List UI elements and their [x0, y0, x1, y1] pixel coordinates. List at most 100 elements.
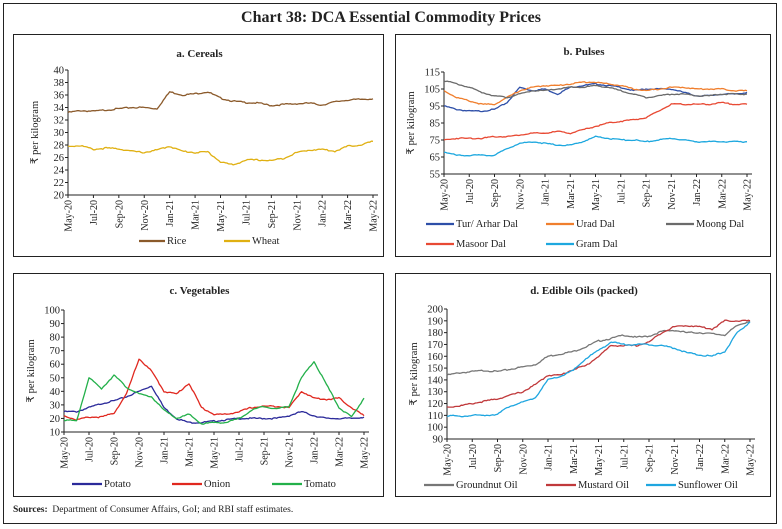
- data-point: [494, 136, 495, 137]
- y-tick-label: 70: [50, 346, 61, 357]
- data-point: [595, 82, 596, 83]
- data-point: [313, 361, 314, 362]
- y-tick-label: 38: [54, 78, 65, 89]
- data-point: [67, 112, 68, 113]
- y-tick-label: 24: [54, 166, 65, 177]
- data-point: [220, 161, 221, 162]
- x-tick-label: Jul-21: [241, 200, 252, 225]
- data-point: [724, 320, 725, 321]
- x-tick-label: Jul-20: [468, 444, 479, 469]
- data-point: [288, 415, 289, 416]
- data-point: [582, 141, 583, 142]
- data-point: [595, 126, 596, 127]
- data-point: [582, 87, 583, 88]
- data-point: [443, 139, 444, 140]
- data-point: [620, 90, 621, 91]
- data-point: [683, 92, 684, 93]
- data-point: [494, 104, 495, 105]
- series-line-rice: [67, 91, 374, 114]
- data-point: [347, 99, 348, 100]
- legend-label: Potato: [104, 479, 131, 490]
- data-point: [238, 411, 239, 412]
- data-point: [532, 87, 533, 88]
- legend-item: Mustard Oil: [546, 480, 629, 491]
- legend-item: Tur/ Arhar Dal: [426, 219, 518, 230]
- y-tick-label: 180: [427, 328, 443, 339]
- data-point: [271, 105, 272, 106]
- data-point: [363, 415, 364, 416]
- data-point: [80, 110, 81, 111]
- data-point: [721, 102, 722, 103]
- data-point: [547, 375, 548, 376]
- data-point: [661, 345, 662, 346]
- data-point: [709, 88, 710, 89]
- data-point: [151, 396, 152, 397]
- data-point: [144, 152, 145, 153]
- data-point: [301, 377, 302, 378]
- data-point: [263, 406, 264, 407]
- data-point: [176, 418, 177, 419]
- data-point: [481, 104, 482, 105]
- x-tick-label: Jan-21: [544, 444, 555, 471]
- data-point: [144, 107, 145, 108]
- data-point: [334, 101, 335, 102]
- data-point: [301, 391, 302, 392]
- data-point: [245, 159, 246, 160]
- data-point: [699, 354, 700, 355]
- y-axis-label: ₹ per kilogram: [405, 91, 417, 154]
- data-point: [106, 148, 107, 149]
- y-tick-label: 95: [430, 102, 441, 113]
- y-tick-label: 75: [430, 136, 441, 147]
- x-tick-label: May-21: [591, 179, 602, 211]
- data-point: [63, 411, 64, 412]
- y-tick-label: 130: [427, 387, 443, 398]
- data-point: [151, 370, 152, 371]
- data-point: [233, 101, 234, 102]
- data-point: [557, 88, 558, 89]
- x-tick-label: Jul-20: [89, 200, 100, 225]
- data-point: [608, 85, 609, 86]
- x-tick-label: Nov-20: [140, 200, 151, 231]
- data-point: [696, 88, 697, 89]
- y-tick-label: 36: [54, 91, 65, 102]
- y-tick-label: 100: [44, 306, 60, 317]
- sources-text: Department of Consumer Affairs, GoI; and…: [52, 505, 294, 515]
- data-point: [163, 391, 164, 392]
- x-tick-label: Jan-21: [165, 200, 176, 227]
- data-point: [201, 407, 202, 408]
- data-point: [276, 418, 277, 419]
- data-point: [456, 155, 457, 156]
- legend-item: Rice: [139, 236, 187, 247]
- data-point: [226, 419, 227, 420]
- data-point: [360, 144, 361, 145]
- data-point: [118, 148, 119, 149]
- data-point: [251, 410, 252, 411]
- data-point: [573, 351, 574, 352]
- data-point: [519, 143, 520, 144]
- chart-svg: d. Edible Oils (packed) 90100110120130140…: [408, 285, 757, 491]
- data-point: [544, 90, 545, 91]
- data-point: [746, 94, 747, 95]
- data-point: [63, 415, 64, 416]
- data-point: [734, 94, 735, 95]
- data-point: [76, 411, 77, 412]
- data-point: [126, 393, 127, 394]
- x-tick-label: Nov-20: [135, 437, 146, 468]
- data-point: [734, 104, 735, 105]
- data-point: [696, 104, 697, 105]
- legend-label: Sunflower Oil: [678, 480, 738, 491]
- data-point: [661, 331, 662, 332]
- data-point: [93, 149, 94, 150]
- data-point: [118, 108, 119, 109]
- sources-note: Sources: Department of Consumer Affairs,…: [13, 505, 293, 515]
- data-point: [484, 370, 485, 371]
- data-point: [163, 410, 164, 411]
- panel-cereals: a. Cereals 20 22 24 26 28 30 32 34 36 38 40 ₹ per ki…: [13, 34, 384, 257]
- data-point: [699, 326, 700, 327]
- chart-svg: b. Pulses 55 65 75 85 95 105 115 ₹ per kilogram M…: [405, 46, 754, 250]
- x-tick-label: Jan-22: [692, 179, 703, 206]
- y-tick-label: 65: [430, 153, 441, 164]
- legend-label: Mustard Oil: [578, 480, 629, 491]
- data-point: [338, 407, 339, 408]
- data-point: [608, 122, 609, 123]
